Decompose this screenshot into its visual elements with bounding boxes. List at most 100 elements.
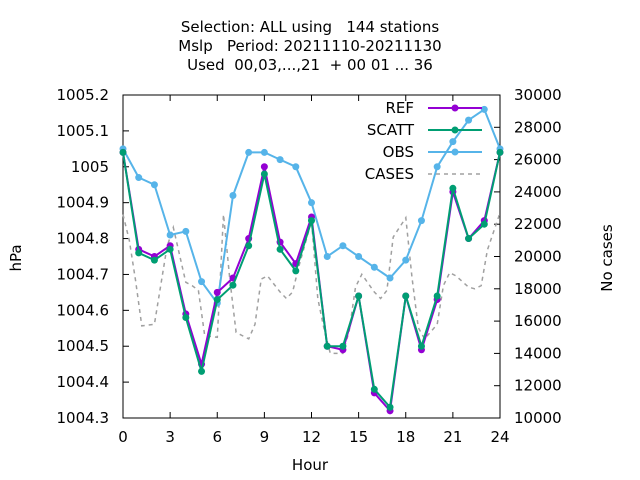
x-axis-label: Hour	[292, 456, 329, 474]
x-tick-label: 0	[118, 428, 128, 446]
y2-tick-label: 24000	[514, 183, 562, 201]
y-tick-label: 1004.5	[57, 337, 110, 355]
data-point-obs	[182, 227, 190, 235]
legend-label: SCATT	[367, 121, 415, 139]
data-point-obs	[308, 199, 315, 207]
legend: REF SCATT OBS CASES	[365, 99, 482, 183]
data-point-scatt	[166, 245, 174, 253]
data-point-obs	[370, 263, 378, 271]
data-point-scatt	[119, 148, 127, 156]
y2-tick-label: 28000	[514, 118, 562, 136]
data-point-scatt	[198, 367, 206, 375]
data-point-scatt	[229, 281, 237, 289]
axes: 0 3 6 9 12 15 18 21 24 1004.3 1004.4 1004.5 1004.6 10…	[57, 86, 562, 446]
chart-title-line-1: Selection: ALL using 144 stations	[181, 18, 440, 36]
data-point-obs	[386, 274, 394, 282]
data-point-ref	[260, 163, 268, 171]
data-point-obs	[355, 253, 363, 260]
x-tick-label: 9	[260, 428, 270, 446]
y2-tick-label: 26000	[514, 151, 562, 169]
data-point-ref	[213, 288, 221, 296]
data-point-scatt	[245, 242, 253, 250]
data-point-scatt	[417, 342, 425, 350]
series-line-scatt	[122, 152, 501, 410]
data-point-obs	[135, 174, 143, 182]
data-point-obs	[198, 278, 206, 286]
x-tick-label: 21	[443, 428, 462, 446]
data-point-scatt	[213, 296, 221, 304]
legend-entry-cases: CASES	[365, 165, 482, 183]
y2-tick-label: 22000	[514, 215, 562, 233]
y-tick-label: 1005.2	[57, 86, 110, 104]
data-point-scatt	[150, 256, 158, 264]
y-tick-label: 1004.7	[57, 265, 110, 283]
y2-axis-label: No cases	[598, 224, 616, 292]
data-point-obs	[480, 105, 488, 113]
series-line-cases	[122, 212, 501, 355]
data-point-obs	[339, 242, 347, 250]
data-point-scatt	[292, 267, 300, 275]
series-cases	[122, 212, 501, 355]
data-point-obs	[150, 181, 158, 189]
data-point-obs	[449, 138, 457, 146]
data-point-obs	[465, 116, 473, 124]
y-tick-label: 1004.6	[57, 301, 110, 319]
data-point-scatt	[355, 292, 363, 300]
data-point-scatt	[433, 292, 441, 300]
legend-label: CASES	[365, 165, 414, 183]
data-point-obs	[245, 148, 253, 156]
data-point-scatt	[370, 385, 378, 393]
x-tick-label: 3	[165, 428, 175, 446]
data-point-scatt	[182, 314, 190, 322]
data-point-scatt	[496, 148, 504, 156]
y-tick-label: 1005.1	[57, 122, 110, 140]
data-point-obs	[417, 217, 425, 225]
legend-marker	[451, 148, 459, 156]
y2-tick-label: 20000	[514, 248, 562, 266]
y2-tick-label: 30000	[514, 86, 562, 104]
y2-tick-label: 18000	[514, 280, 562, 298]
data-point-obs	[323, 253, 331, 260]
y2-tick-label: 16000	[514, 312, 562, 330]
x-tick-label: 24	[490, 428, 509, 446]
x-tick-label: 18	[396, 428, 415, 446]
data-point-scatt	[260, 170, 268, 178]
data-point-scatt	[449, 184, 457, 192]
legend-entry-scatt: SCATT	[367, 121, 482, 139]
data-point-obs	[260, 148, 268, 156]
data-point-scatt	[402, 292, 410, 300]
data-point-scatt	[323, 342, 331, 350]
series-line-ref	[122, 152, 501, 414]
data-point-scatt	[308, 217, 315, 225]
y-tick-label: 1005	[71, 158, 109, 176]
chart-title-line-3: Used 00,03,...,21 + 00 01 ... 36	[187, 56, 433, 74]
series-line-obs	[122, 107, 501, 306]
series-scatt	[119, 148, 504, 411]
legend-label: OBS	[383, 143, 414, 161]
chart-title-line-2: Mslp Period: 20211110-20211130	[178, 37, 441, 55]
data-point-obs	[166, 231, 174, 239]
chart-title: Selection: ALL using 144 stations Mslp P…	[178, 18, 441, 74]
legend-entry-obs: OBS	[383, 143, 482, 161]
data-point-obs	[276, 156, 284, 164]
y2-tick-label: 10000	[514, 409, 562, 427]
y-tick-label: 1004.3	[57, 409, 110, 427]
data-point-scatt	[480, 220, 488, 228]
y-tick-label: 1004.4	[57, 373, 110, 391]
data-point-scatt	[276, 245, 284, 253]
y-axis-label: hPa	[7, 244, 25, 271]
x-tick-label: 6	[212, 428, 222, 446]
x-tick-label: 15	[349, 428, 368, 446]
data-point-scatt	[465, 235, 473, 243]
y2-tick-label: 14000	[514, 344, 562, 362]
series-obs	[119, 105, 504, 307]
legend-marker	[451, 104, 459, 112]
x-tick-label: 12	[302, 428, 321, 446]
data-point-obs	[292, 163, 300, 171]
y-tick-label: 1004.9	[57, 194, 110, 212]
data-point-obs	[433, 163, 441, 171]
data-point-obs	[402, 256, 410, 264]
y2-tick-label: 12000	[514, 377, 562, 395]
data-point-obs	[229, 191, 237, 199]
